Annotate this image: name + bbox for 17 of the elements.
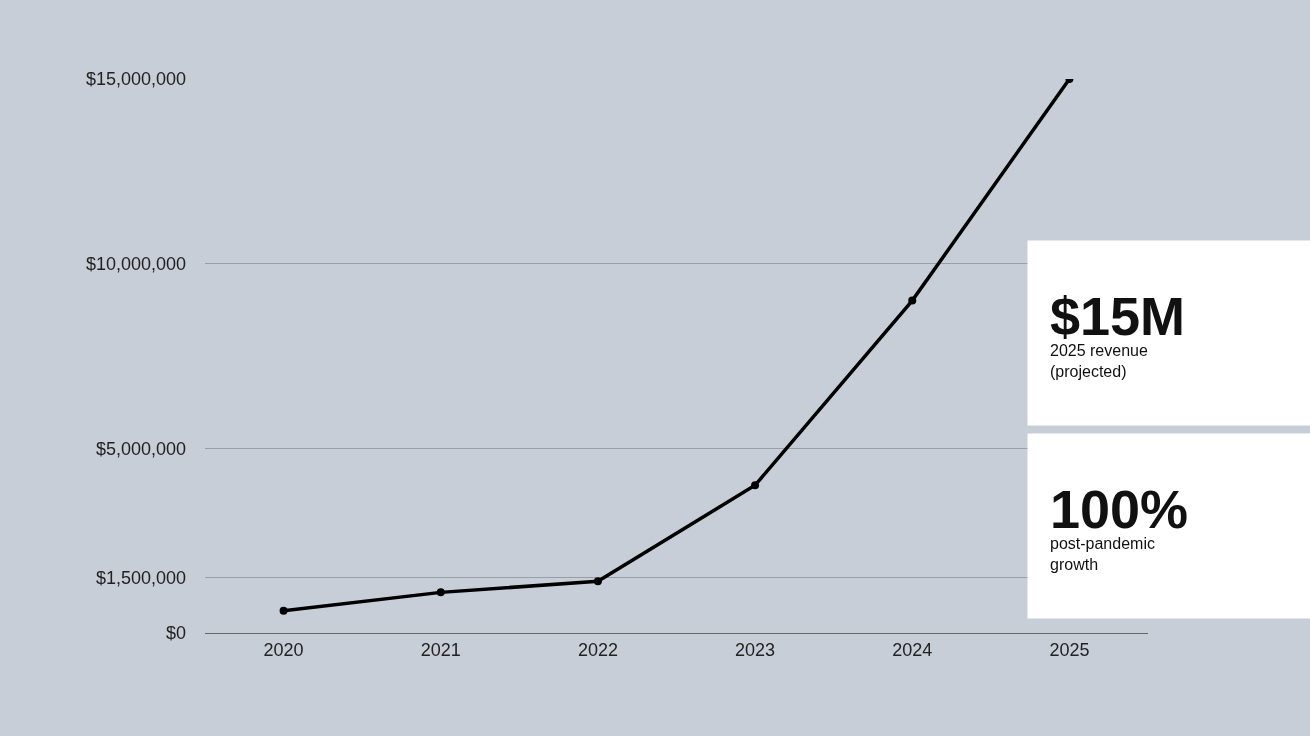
x-tick-label: 2024 [892, 639, 933, 660]
point [593, 577, 602, 586]
point [279, 606, 288, 615]
y-tick-label: $5,000,000 [95, 438, 186, 459]
point [908, 296, 917, 305]
y-tick-label: $0 [165, 623, 186, 644]
y-tick-label: $1,500,000 [95, 567, 186, 588]
point [751, 481, 760, 490]
point [436, 588, 445, 597]
y-tick-label: $15,000,000 [85, 69, 186, 90]
y-tick-label: $10,000,000 [85, 253, 186, 274]
x-tick-label: 2021 [420, 639, 461, 660]
x-tick-label: 2023 [735, 639, 776, 660]
x-tick-label: 2020 [263, 639, 304, 660]
x-tick-label: 2022 [577, 639, 618, 660]
x-tick-label: 2025 [1049, 639, 1090, 660]
annotation: post-pandemic growth [1050, 535, 1155, 573]
